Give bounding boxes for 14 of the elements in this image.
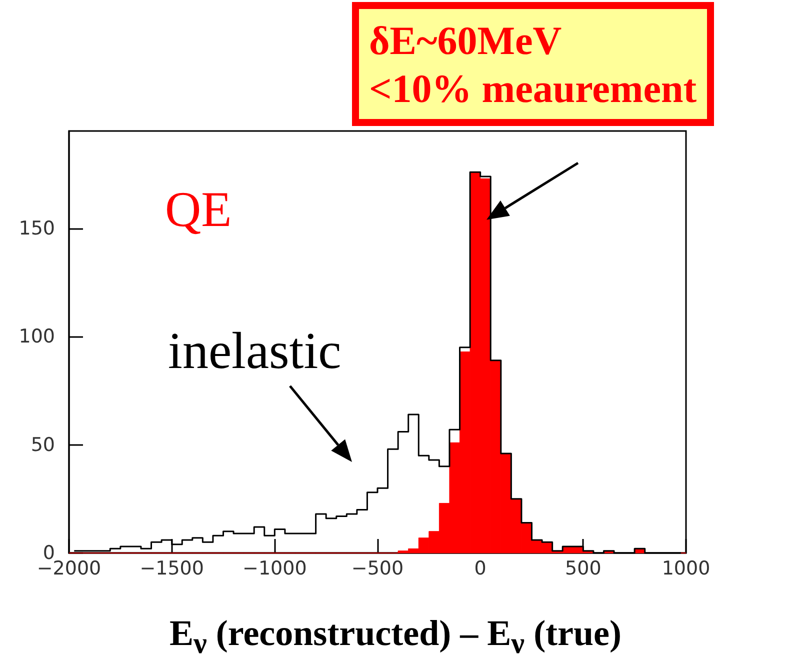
x-tick-label: 1000: [662, 558, 710, 580]
annotation: QE: [165, 180, 232, 238]
x-tick-label: 0: [474, 558, 486, 580]
y-tick-label: 100: [18, 326, 55, 348]
x-tick-label: −1000: [242, 558, 307, 580]
y-tick-label: 50: [30, 434, 55, 456]
x-tick-label: −1500: [140, 558, 204, 580]
x-tick-label: −500: [351, 558, 404, 580]
x-tick-label: 500: [565, 558, 602, 580]
annotation: inelastic: [168, 322, 342, 381]
x-axis-title: E$_{ν}$ (reconstructed) – E$_{ν}$ (true): [168, 612, 623, 662]
annotation: δE~60MeV <10% meaurement: [352, 2, 714, 126]
y-tick-label: 0: [42, 542, 55, 564]
y-tick-label: 150: [18, 217, 55, 240]
